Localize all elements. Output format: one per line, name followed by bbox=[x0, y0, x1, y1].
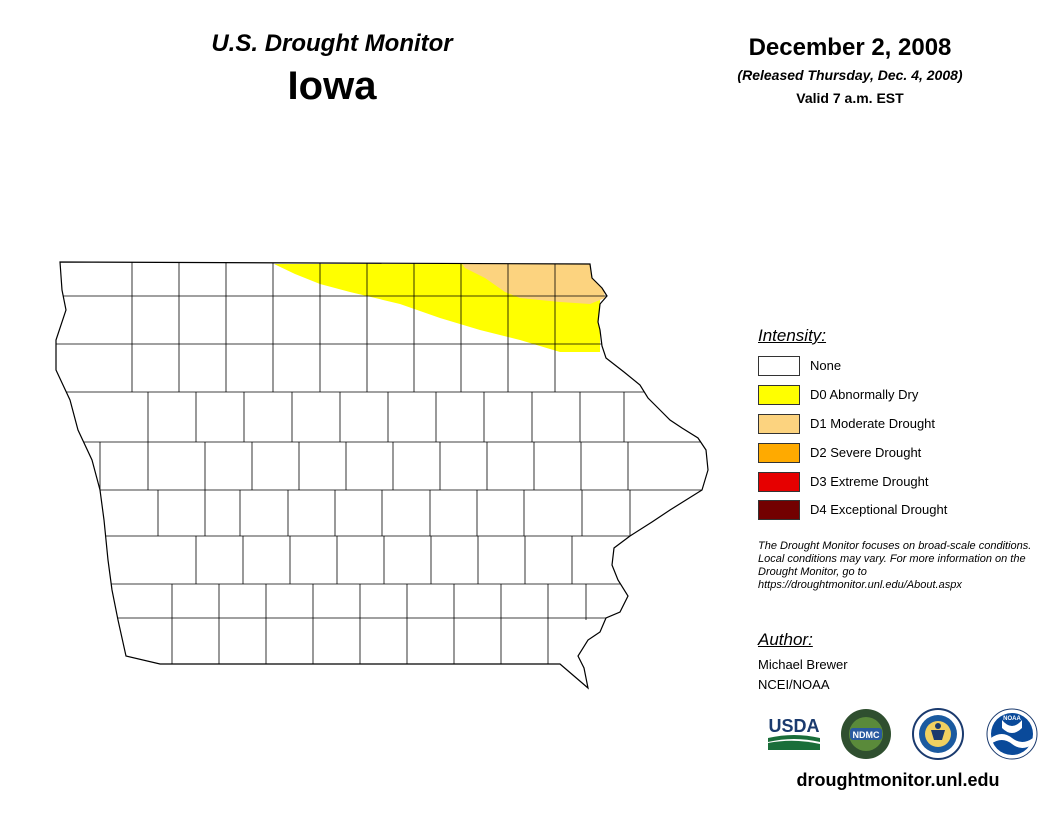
legend-label: D3 Extreme Drought bbox=[810, 474, 929, 489]
iowa-state-fill bbox=[56, 262, 708, 688]
map-program-title: U.S. Drought Monitor bbox=[211, 30, 453, 57]
ndmc-logo-text: NDMC bbox=[853, 730, 880, 740]
website-url[interactable]: droughtmonitor.unl.edu bbox=[796, 770, 1000, 790]
release-date: (Released Thursday, Dec. 4, 2008) bbox=[737, 67, 963, 83]
author-name: Michael Brewer bbox=[758, 657, 848, 672]
d1-moderate-drought-area bbox=[462, 264, 605, 304]
legend-swatch bbox=[758, 414, 800, 434]
noaa-logo: NOAA bbox=[986, 708, 1038, 760]
iowa-state-outline bbox=[55, 261, 709, 690]
legend-swatch bbox=[758, 443, 800, 463]
author-org: NCEI/NOAA bbox=[758, 677, 830, 692]
legend-label: D4 Exceptional Drought bbox=[810, 502, 948, 517]
legend-label: D1 Moderate Drought bbox=[810, 416, 936, 431]
usda-logo: USDA bbox=[768, 716, 820, 750]
map-date: December 2, 2008 bbox=[748, 34, 952, 61]
legend-label: D0 Abnormally Dry bbox=[810, 387, 919, 402]
disclaimer-note: The Drought Monitor focuses on broad-sca… bbox=[758, 540, 1032, 591]
legend-title: Intensity: bbox=[758, 326, 827, 345]
legend-label: None bbox=[810, 358, 842, 373]
doc-seal-logo bbox=[912, 708, 964, 760]
noaa-logo-text: NOAA bbox=[1003, 716, 1021, 722]
legend-swatch bbox=[758, 500, 800, 520]
legend-label: D2 Severe Drought bbox=[810, 445, 922, 460]
map-state-title: Iowa bbox=[287, 64, 377, 108]
usda-logo-text: USDA bbox=[768, 716, 819, 736]
ndmc-logo: NDMC bbox=[841, 709, 891, 759]
legend-swatch bbox=[758, 472, 800, 492]
legend-swatch bbox=[758, 385, 800, 405]
author-heading: Author: bbox=[758, 630, 813, 649]
valid-time: Valid 7 a.m. EST bbox=[796, 90, 904, 106]
legend-swatch bbox=[758, 356, 800, 376]
